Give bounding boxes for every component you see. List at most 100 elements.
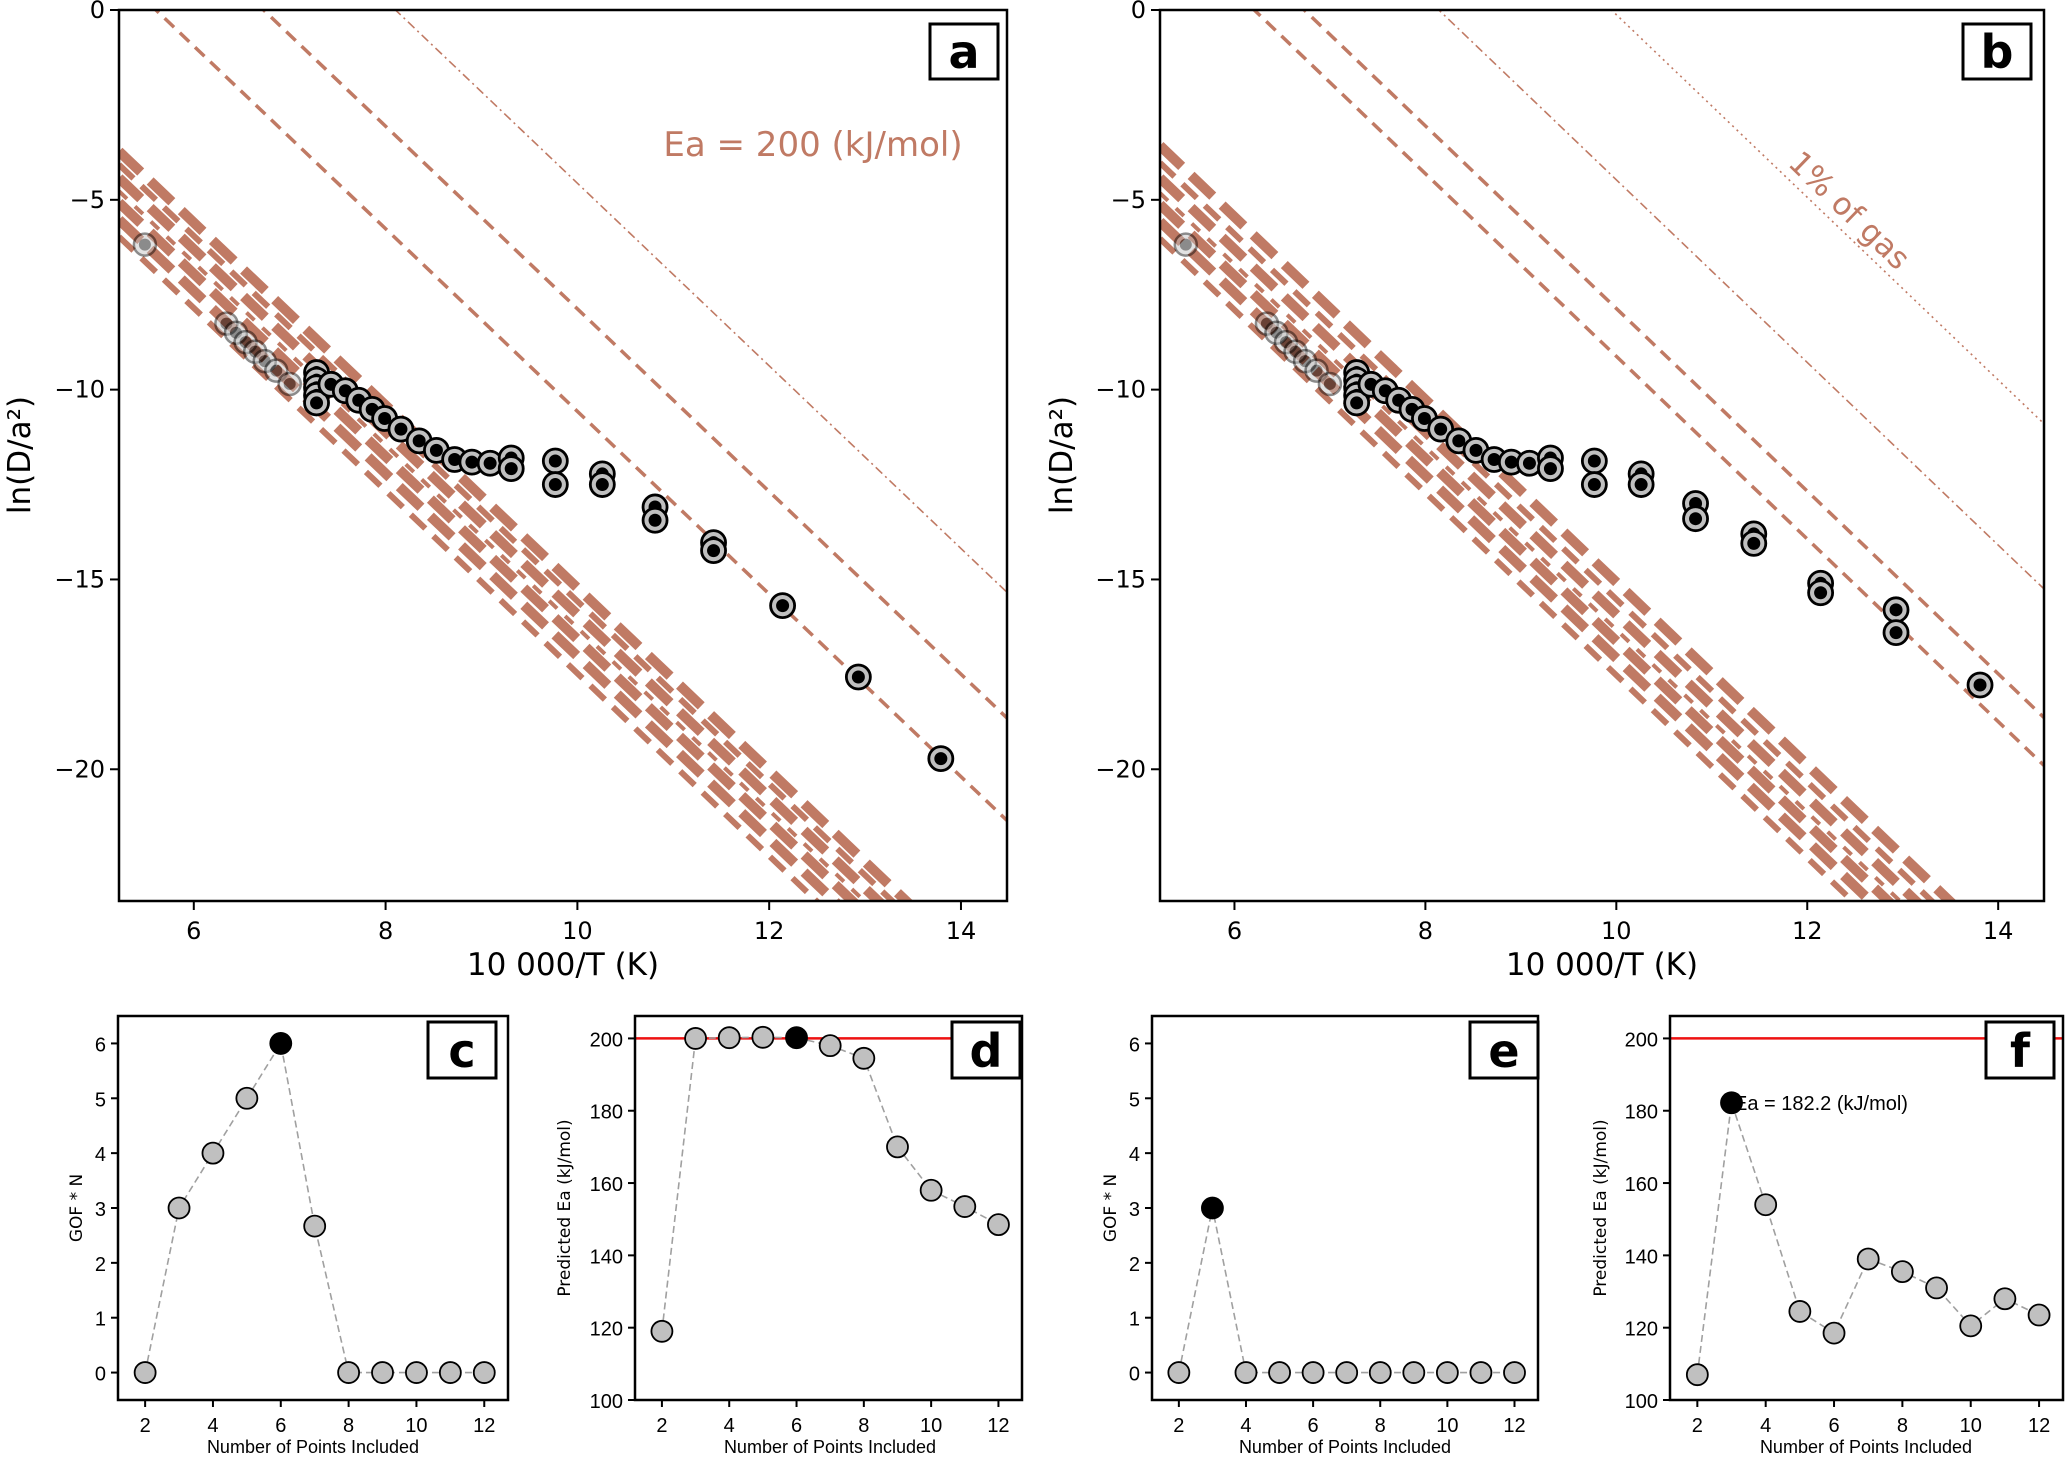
included-point-inner <box>548 454 562 468</box>
data-point <box>1685 1363 1709 1387</box>
x-tick-label: 12 <box>987 1415 1009 1437</box>
excluded-point-inner <box>1260 317 1273 330</box>
excluded-point-inner <box>229 326 242 339</box>
panel-a-ylabel: ln(D/a²) <box>2 396 38 514</box>
included-point-inner <box>1747 536 1761 550</box>
panel-letter-label: a <box>948 25 979 79</box>
plot-area-b <box>1160 10 2044 901</box>
arrhenius-reference-line <box>1160 217 1878 901</box>
y-tick-label: 3 <box>95 1199 106 1221</box>
included-point-inner <box>1587 454 1601 468</box>
arrhenius-reference-line <box>119 174 886 901</box>
x-tick-label: 6 <box>1828 1415 1839 1437</box>
excluded-data-point <box>1283 339 1308 364</box>
arrhenius-reference-line <box>1160 191 1903 901</box>
included-point-inner <box>1814 586 1828 600</box>
y-tick-label: −15 <box>1095 565 1146 593</box>
included-point-inner <box>1469 443 1483 457</box>
arrhenius-reference-line <box>1160 236 1857 901</box>
excluded-point-outer <box>264 358 289 383</box>
panel-letter-box <box>1961 22 2033 81</box>
data-point <box>167 1196 191 1220</box>
panel-f-ea-annotation: Ea = 182.2 (kJ/mol) <box>1734 1093 1908 1115</box>
arrhenius-reference-line <box>1301 10 2044 719</box>
data-point <box>1754 1193 1778 1217</box>
panel-a-ea-annotation: Ea = 200 (kJ/mol) <box>663 125 962 165</box>
included-point-inner <box>394 422 408 436</box>
arrhenius-reference-line <box>119 189 868 901</box>
connector-line <box>1178 1207 1515 1374</box>
y-tick-label: 5 <box>95 1089 106 1111</box>
y-tick-label: 0 <box>1129 1364 1140 1386</box>
excluded-point-inner <box>1270 326 1283 339</box>
arrhenius-reference-line <box>1160 200 1896 901</box>
included-data-point <box>303 389 330 417</box>
excluded-data-point <box>1173 232 1199 257</box>
included-data-point <box>1580 447 1608 475</box>
data-point <box>1469 1361 1493 1384</box>
connector-line <box>144 1041 485 1374</box>
included-point-inner <box>1434 422 1448 436</box>
excluded-data-point <box>214 311 239 336</box>
arrhenius-reference-line <box>394 10 1007 593</box>
data-point <box>1890 1260 1914 1284</box>
plot-area-d <box>635 1025 1022 1343</box>
excluded-data-point <box>1254 311 1280 336</box>
arrhenius-reference-line <box>119 216 842 901</box>
x-tick-label: 8 <box>858 1415 869 1437</box>
included-point-inner <box>1452 434 1466 448</box>
excluded-point-outer <box>1292 348 1318 374</box>
y-tick-label: 6 <box>95 1034 106 1056</box>
included-data-point <box>1343 389 1371 417</box>
included-point-inner <box>595 478 609 492</box>
excluded-data-point <box>242 339 268 364</box>
included-point-inner <box>1543 462 1557 476</box>
excluded-point-outer <box>252 348 278 374</box>
included-point-inner <box>412 434 426 448</box>
data-point <box>886 1135 909 1159</box>
data-point <box>751 1025 775 1049</box>
axes-frame <box>1158 8 2046 903</box>
excluded-point-outer <box>1173 232 1199 257</box>
panel-b: 6 8 10 12 14 0 −5 −10 −15 −20 <box>1095 0 2046 945</box>
y-tick-label: −5 <box>1111 186 1146 214</box>
included-data-point <box>541 447 569 475</box>
x-tick-label: 10 <box>1601 917 1632 945</box>
x-tick-label: 12 <box>2028 1415 2050 1437</box>
included-data-point <box>1882 596 1910 624</box>
excluded-point-inner <box>1289 345 1302 358</box>
y-tick-label: 4 <box>95 1144 106 1166</box>
excluded-point-inner <box>1310 364 1323 377</box>
x-tick-label: 10 <box>562 917 593 945</box>
included-point-inner <box>934 752 948 766</box>
y-tick-label: 140 <box>1625 1246 1658 1268</box>
selected-data-point <box>269 1032 293 1055</box>
included-point-inner <box>310 396 324 410</box>
plot-area-f <box>1670 1037 2063 1387</box>
included-data-point <box>387 415 415 443</box>
x-tick-label: 10 <box>405 1415 427 1437</box>
selected-data-point <box>1201 1196 1224 1220</box>
included-point-inner <box>1522 456 1536 470</box>
y-tick-label: −15 <box>54 565 105 593</box>
arrhenius-reference-line <box>261 10 1007 720</box>
y-tick-label: 180 <box>590 1102 623 1124</box>
included-data-point <box>1580 471 1608 498</box>
excluded-data-point <box>1292 348 1318 374</box>
arrhenius-reference-line <box>153 10 1007 822</box>
x-tick-label: 8 <box>343 1415 354 1437</box>
x-tick-label: 6 <box>275 1415 286 1437</box>
data-point <box>1301 1361 1325 1384</box>
included-data-point <box>844 663 872 691</box>
included-data-point <box>1882 619 1910 646</box>
y-tick-label: 1 <box>1129 1309 1140 1331</box>
y-tick-label: 6 <box>1129 1034 1140 1056</box>
y-tick-label: 100 <box>1625 1391 1658 1413</box>
axes-frame <box>117 8 1009 903</box>
included-data-point <box>641 506 669 534</box>
arrhenius-reference-line <box>119 162 897 901</box>
panel-c-xlabel: Number of Points Included <box>207 1437 419 1457</box>
included-point-inner <box>448 452 462 466</box>
included-data-point <box>1627 471 1655 498</box>
included-point-inner <box>1417 411 1431 425</box>
